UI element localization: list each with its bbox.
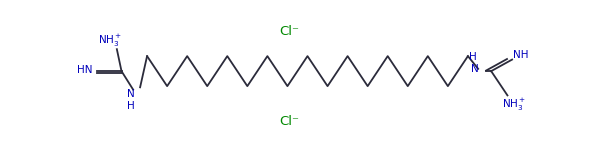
Text: Cl⁻: Cl⁻ bbox=[279, 116, 299, 128]
Text: H: H bbox=[469, 52, 476, 62]
Text: Cl⁻: Cl⁻ bbox=[279, 25, 299, 38]
Text: H: H bbox=[127, 101, 134, 111]
Text: NH$_3^+$: NH$_3^+$ bbox=[502, 97, 526, 113]
Text: N: N bbox=[471, 64, 479, 74]
Text: NH: NH bbox=[513, 50, 528, 60]
Text: HN: HN bbox=[77, 65, 93, 75]
Text: NH$_3^+$: NH$_3^+$ bbox=[98, 33, 122, 49]
Text: N: N bbox=[127, 89, 134, 99]
